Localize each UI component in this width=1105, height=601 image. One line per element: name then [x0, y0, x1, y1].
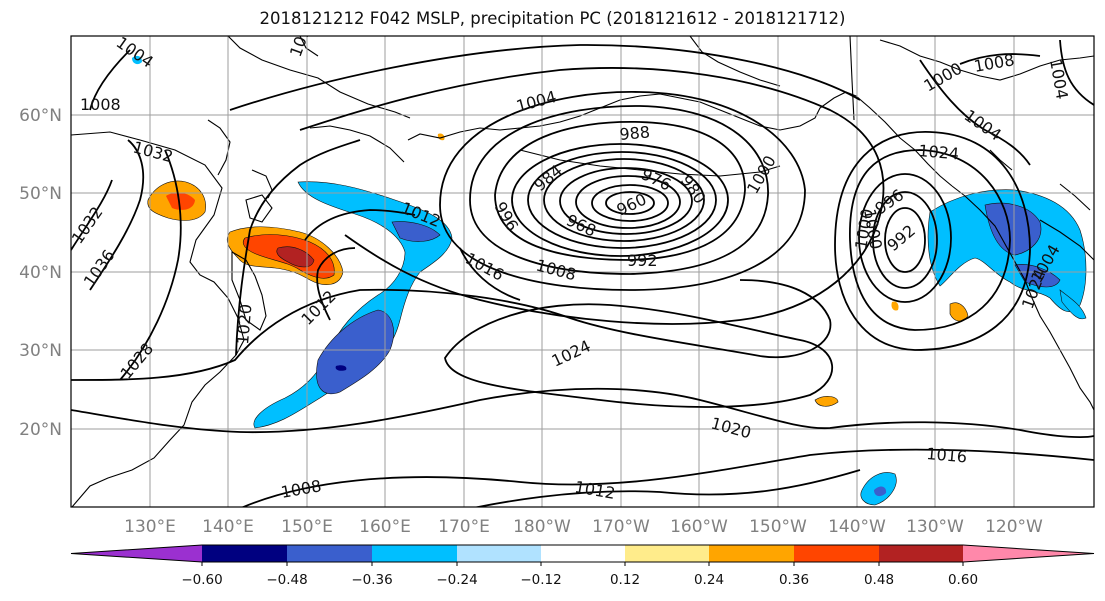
contour-label: 1028: [117, 339, 158, 382]
lon-label: 180°W: [513, 517, 571, 537]
graticule: [71, 36, 1094, 507]
lon-label: 120°W: [985, 517, 1043, 537]
lon-label: 130°E: [124, 517, 176, 537]
colorbar-segments: [70, 544, 1095, 563]
contour-label: 1000: [921, 59, 966, 96]
contour-label: 1012: [297, 287, 339, 329]
contour-label: 1008: [972, 50, 1015, 76]
lat-label: 40°N: [19, 263, 62, 283]
contour-label: 1012: [573, 477, 616, 503]
map-frame: [70, 35, 1095, 508]
colorbar-segment: [541, 545, 625, 562]
colorbar-tick-label: 0.60: [948, 572, 978, 588]
contour-label: 1004: [1046, 57, 1072, 100]
contour-label: 992: [627, 251, 658, 270]
contour-label: 988: [619, 122, 651, 144]
colorbar-segment: [625, 545, 709, 562]
contour-label: 1016: [926, 444, 968, 466]
colorbar-tick-label: 0.36: [779, 572, 809, 588]
colorbar-segment: [287, 545, 372, 562]
lat-label: 30°N: [19, 341, 62, 361]
colorbar-segment: [202, 545, 287, 562]
coastlines: [71, 36, 1094, 507]
lat-labels: 20°N 30°N 40°N 50°N 60°N: [19, 106, 62, 440]
colorbar-tick-label: −0.48: [266, 572, 307, 588]
lon-label: 170°W: [592, 517, 650, 537]
colorbar-tick-label: −0.24: [436, 572, 477, 588]
colorbar-segment: [457, 545, 541, 562]
colorbar-tick-label: −0.36: [351, 572, 392, 588]
mslp-contours: [71, 39, 1094, 507]
colorbar-segment: [71, 545, 202, 562]
contour-label: 1020: [233, 303, 255, 345]
contour-label: 1008: [80, 95, 121, 114]
colorbar-segment: [709, 545, 794, 562]
contour-label: 1036: [80, 246, 119, 290]
colorbar-tick-label: 0.24: [694, 572, 724, 588]
lon-labels: 130°E 140°E 150°E 160°E 170°E 180°W 170°…: [124, 517, 1043, 537]
contour-label: 1008: [279, 476, 322, 502]
colorbar-segment: [963, 545, 1094, 562]
colorbar-tick-label: −0.12: [520, 572, 561, 588]
lon-label: 140°W: [828, 517, 886, 537]
colorbar-segment: [794, 545, 879, 562]
contour-label: 1020: [709, 414, 753, 443]
lon-label: 150°E: [281, 517, 333, 537]
lon-label: 140°E: [202, 517, 254, 537]
contour-label: 992: [883, 221, 919, 255]
precip-negative-us-westcoast: [132, 55, 1087, 506]
colorbar-tick-label: 0.12: [610, 572, 640, 588]
contour-label: 1008: [534, 256, 578, 285]
lon-label: 160°W: [670, 517, 728, 537]
lon-label: 160°E: [359, 517, 411, 537]
colorbar-segment: [879, 545, 963, 562]
lon-label: 150°W: [749, 517, 807, 537]
contour-label: 1024: [918, 141, 960, 163]
colorbar-tick-label: 0.48: [864, 572, 894, 588]
map-title: 2018121212 F042 MSLP, precipitation PC (…: [259, 9, 846, 28]
contour-label: 1024: [549, 336, 594, 370]
lon-label: 170°E: [438, 517, 490, 537]
contour-label: 1000: [743, 152, 780, 197]
contour-label: 1004: [514, 87, 558, 116]
lat-label: 50°N: [19, 184, 62, 204]
colorbar-tick-label: −0.60: [181, 572, 222, 588]
contour-label: 968: [563, 210, 599, 240]
precip-positive-japan: [147, 133, 969, 407]
colorbar-tick-labels: −0.60 −0.48 −0.36 −0.24 −0.12 0.12 0.24 …: [181, 572, 978, 588]
colorbar: −0.60 −0.48 −0.36 −0.24 −0.12 0.12 0.24 …: [70, 544, 1095, 588]
colorbar-ticks: [201, 562, 964, 566]
lat-label: 60°N: [19, 106, 62, 126]
lon-label: 130°W: [906, 517, 964, 537]
contour-label: 1032: [68, 203, 107, 247]
contour-label: 1032: [131, 138, 175, 167]
lat-label: 20°N: [19, 420, 62, 440]
colorbar-segment: [372, 545, 457, 562]
